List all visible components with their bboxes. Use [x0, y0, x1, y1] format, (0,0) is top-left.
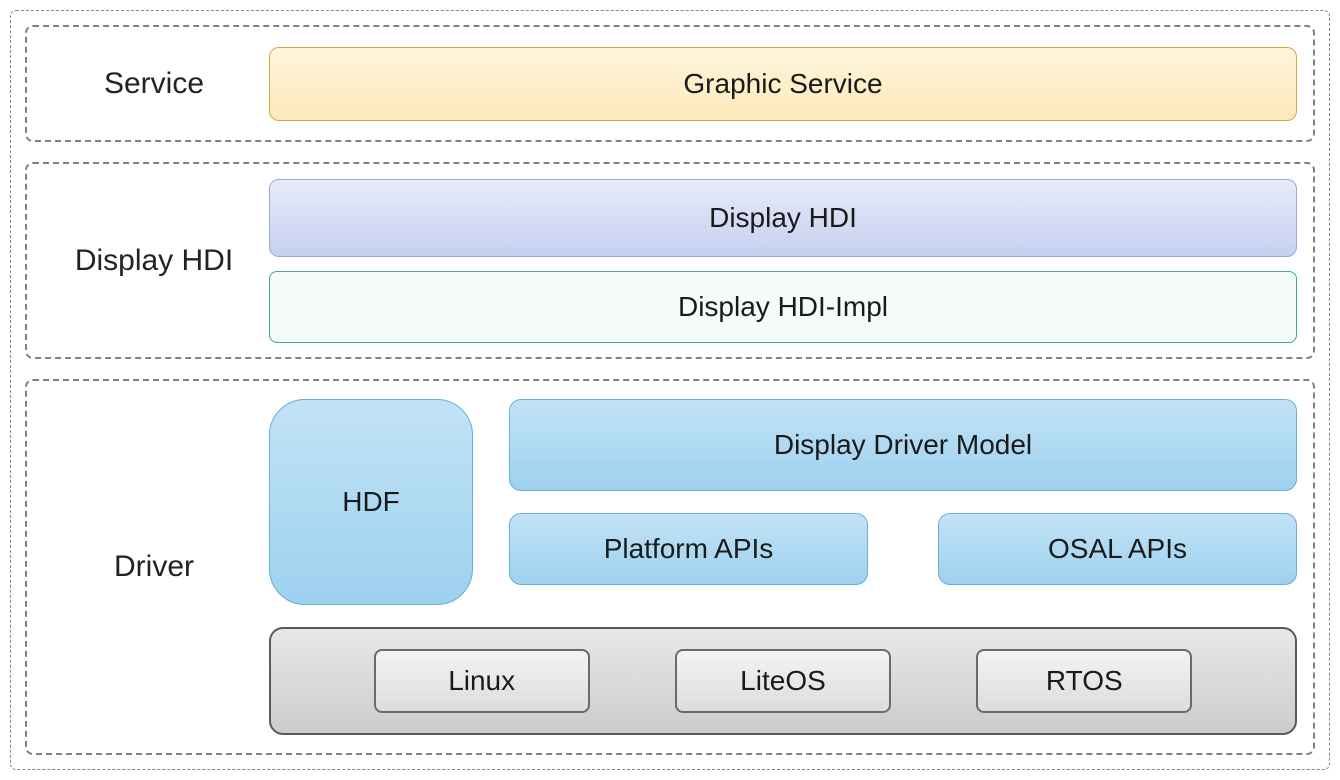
box-graphic-service: Graphic Service	[269, 47, 1297, 121]
layer-driver-label: Driver	[39, 550, 269, 584]
box-osal-apis: OSAL APIs	[938, 513, 1297, 585]
box-rtos: RTOS	[976, 649, 1192, 713]
diagram-outer: Service Graphic Service Display HDI Disp…	[10, 10, 1330, 770]
layer-display-hdi-label: Display HDI	[39, 244, 269, 278]
driver-apis-row: Platform APIs OSAL APIs	[509, 513, 1297, 585]
box-platform-apis: Platform APIs	[509, 513, 868, 585]
layer-service-content: Graphic Service	[269, 47, 1297, 121]
driver-top-row: HDF Display Driver Model Platform APIs O…	[269, 399, 1297, 605]
layer-service: Service Graphic Service	[25, 25, 1315, 142]
box-linux: Linux	[374, 649, 590, 713]
box-display-hdi: Display HDI	[269, 179, 1297, 257]
box-display-hdi-impl: Display HDI-Impl	[269, 271, 1297, 343]
os-group: Linux LiteOS RTOS	[269, 627, 1297, 735]
driver-top-right: Display Driver Model Platform APIs OSAL …	[509, 399, 1297, 605]
layer-driver: Driver HDF Display Driver Model Platform…	[25, 379, 1315, 755]
box-hdf: HDF	[269, 399, 473, 605]
layer-driver-content: HDF Display Driver Model Platform APIs O…	[269, 399, 1297, 735]
box-display-driver-model: Display Driver Model	[509, 399, 1297, 491]
layer-display-hdi-content: Display HDI Display HDI-Impl	[269, 179, 1297, 343]
layer-display-hdi: Display HDI Display HDI Display HDI-Impl	[25, 162, 1315, 359]
box-liteos: LiteOS	[675, 649, 891, 713]
layer-service-label: Service	[39, 67, 269, 101]
